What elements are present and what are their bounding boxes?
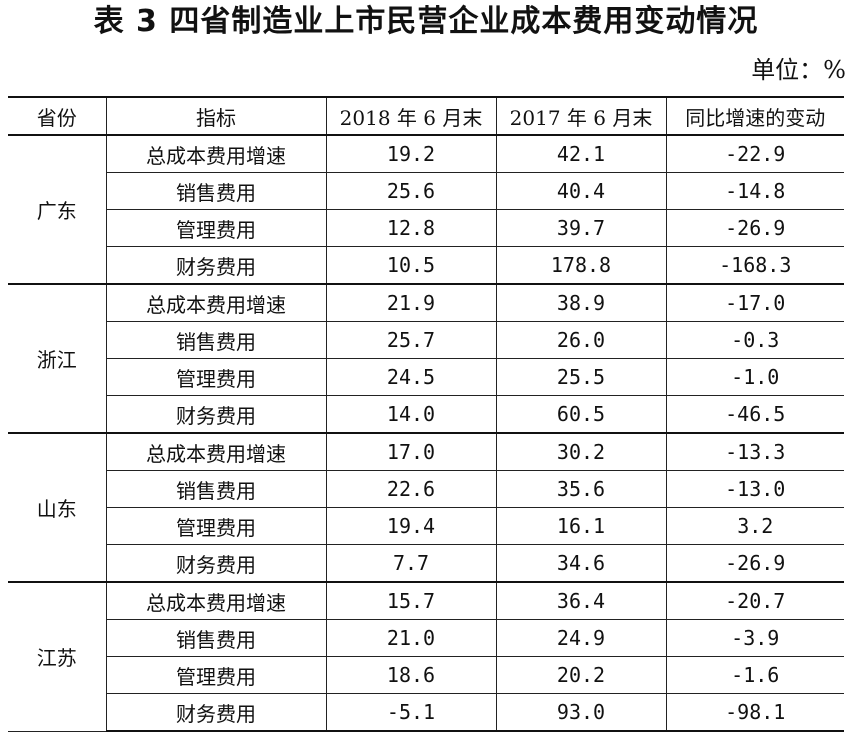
value-2018-cell: 18.6 <box>325 656 497 694</box>
value-2018-cell: 19.2 <box>325 134 497 173</box>
table-row: 销售费用 25.6 40.4 -14.8 <box>8 172 844 210</box>
table-row: 管理费用 18.6 20.2 -1.6 <box>8 656 844 694</box>
indicator-cell: 总成本费用增速 <box>105 134 327 173</box>
indicator-cell: 销售费用 <box>105 321 327 359</box>
value-2018-cell: -5.1 <box>325 693 497 732</box>
header-indicator: 指标 <box>105 96 327 136</box>
value-2017-cell: 34.6 <box>495 544 667 583</box>
value-2017-cell: 60.5 <box>495 395 667 434</box>
table-row: 财务费用 10.5 178.8 -168.3 <box>8 246 844 285</box>
table-row: 管理费用 24.5 25.5 -1.0 <box>8 358 844 396</box>
indicator-cell: 管理费用 <box>105 209 327 247</box>
header-yoy-change: 同比增速的变动 <box>665 96 844 136</box>
value-2017-cell: 39.7 <box>495 209 667 247</box>
yoy-change-cell: -26.9 <box>665 209 844 247</box>
value-2017-cell: 16.1 <box>495 507 667 545</box>
yoy-change-cell: -22.9 <box>665 134 844 173</box>
indicator-cell: 财务费用 <box>105 395 327 434</box>
yoy-change-cell: -17.0 <box>665 283 844 322</box>
value-2017-cell: 38.9 <box>495 283 667 322</box>
table-row: 销售费用 22.6 35.6 -13.0 <box>8 470 844 508</box>
value-2018-cell: 12.8 <box>325 209 497 247</box>
indicator-cell: 总成本费用增速 <box>105 581 327 620</box>
yoy-change-cell: 3.2 <box>665 507 844 545</box>
yoy-change-cell: -3.9 <box>665 619 844 657</box>
table-row: 财务费用 14.0 60.5 -46.5 <box>8 395 844 434</box>
value-2017-cell: 93.0 <box>495 693 667 732</box>
value-2017-cell: 35.6 <box>495 470 667 508</box>
yoy-change-cell: -98.1 <box>665 693 844 732</box>
indicator-cell: 财务费用 <box>105 544 327 583</box>
value-2017-cell: 178.8 <box>495 246 667 285</box>
value-2018-cell: 25.7 <box>325 321 497 359</box>
indicator-cell: 总成本费用增速 <box>105 283 327 322</box>
indicator-cell: 销售费用 <box>105 172 327 210</box>
yoy-change-cell: -14.8 <box>665 172 844 210</box>
indicator-cell: 销售费用 <box>105 470 327 508</box>
value-2018-cell: 22.6 <box>325 470 497 508</box>
value-2017-cell: 24.9 <box>495 619 667 657</box>
unit-label: 单位：% <box>751 56 846 84</box>
yoy-change-cell: -20.7 <box>665 581 844 620</box>
yoy-change-cell: -26.9 <box>665 544 844 583</box>
cost-change-table: 省份 指标 2018 年 6 月末 2017 年 6 月末 同比增速的变动 广东… <box>8 96 844 732</box>
value-2018-cell: 17.0 <box>325 432 497 471</box>
indicator-cell: 财务费用 <box>105 246 327 285</box>
table-row: 销售费用 25.7 26.0 -0.3 <box>8 321 844 359</box>
table-row: 山东 总成本费用增速 17.0 30.2 -13.3 <box>8 432 844 583</box>
yoy-change-cell: -168.3 <box>665 246 844 285</box>
yoy-change-cell: -13.3 <box>665 432 844 471</box>
value-2018-cell: 24.5 <box>325 358 497 396</box>
value-2018-cell: 7.7 <box>325 544 497 583</box>
table-row: 财务费用 7.7 34.6 -26.9 <box>8 544 844 583</box>
value-2017-cell: 26.0 <box>495 321 667 359</box>
table-row: 浙江 总成本费用增速 21.9 38.9 -17.0 <box>8 283 844 434</box>
table-row: 财务费用 -5.1 93.0 -98.1 <box>8 693 844 732</box>
table-row: 管理费用 19.4 16.1 3.2 <box>8 507 844 545</box>
table-title: 表 3 四省制造业上市民营企业成本费用变动情况 <box>93 4 759 39</box>
table-row: 江苏 总成本费用增速 15.7 36.4 -20.7 <box>8 581 844 732</box>
province-cell: 江苏 <box>8 581 107 732</box>
indicator-cell: 总成本费用增速 <box>105 432 327 471</box>
value-2017-cell: 25.5 <box>495 358 667 396</box>
value-2018-cell: 21.9 <box>325 283 497 322</box>
table-row: 管理费用 12.8 39.7 -26.9 <box>8 209 844 247</box>
value-2018-cell: 15.7 <box>325 581 497 620</box>
indicator-cell: 管理费用 <box>105 507 327 545</box>
value-2017-cell: 40.4 <box>495 172 667 210</box>
indicator-cell: 财务费用 <box>105 693 327 732</box>
indicator-cell: 管理费用 <box>105 656 327 694</box>
indicator-cell: 销售费用 <box>105 619 327 657</box>
header-2017-june: 2017 年 6 月末 <box>495 96 667 136</box>
table-row: 销售费用 21.0 24.9 -3.9 <box>8 619 844 657</box>
table-row: 广东 总成本费用增速 19.2 42.1 -22.9 <box>8 134 844 285</box>
value-2018-cell: 10.5 <box>325 246 497 285</box>
yoy-change-cell: -0.3 <box>665 321 844 359</box>
yoy-change-cell: -1.0 <box>665 358 844 396</box>
value-2017-cell: 36.4 <box>495 581 667 620</box>
province-cell: 山东 <box>8 432 107 583</box>
indicator-cell: 管理费用 <box>105 358 327 396</box>
value-2018-cell: 25.6 <box>325 172 497 210</box>
value-2017-cell: 20.2 <box>495 656 667 694</box>
value-2017-cell: 42.1 <box>495 134 667 173</box>
table-body: 广东 总成本费用增速 19.2 42.1 -22.9 销售费用 25.6 40.4 -14.8 管… <box>8 134 844 732</box>
header-row: 省份 指标 2018 年 6 月末 2017 年 6 月末 同比增速的变动 <box>8 96 844 136</box>
yoy-change-cell: -1.6 <box>665 656 844 694</box>
yoy-change-cell: -46.5 <box>665 395 844 434</box>
value-2017-cell: 30.2 <box>495 432 667 471</box>
header-2018-june: 2018 年 6 月末 <box>325 96 497 136</box>
value-2018-cell: 14.0 <box>325 395 497 434</box>
yoy-change-cell: -13.0 <box>665 470 844 508</box>
province-cell: 浙江 <box>8 283 107 434</box>
value-2018-cell: 19.4 <box>325 507 497 545</box>
value-2018-cell: 21.0 <box>325 619 497 657</box>
header-province: 省份 <box>8 96 107 136</box>
province-cell: 广东 <box>8 134 107 285</box>
